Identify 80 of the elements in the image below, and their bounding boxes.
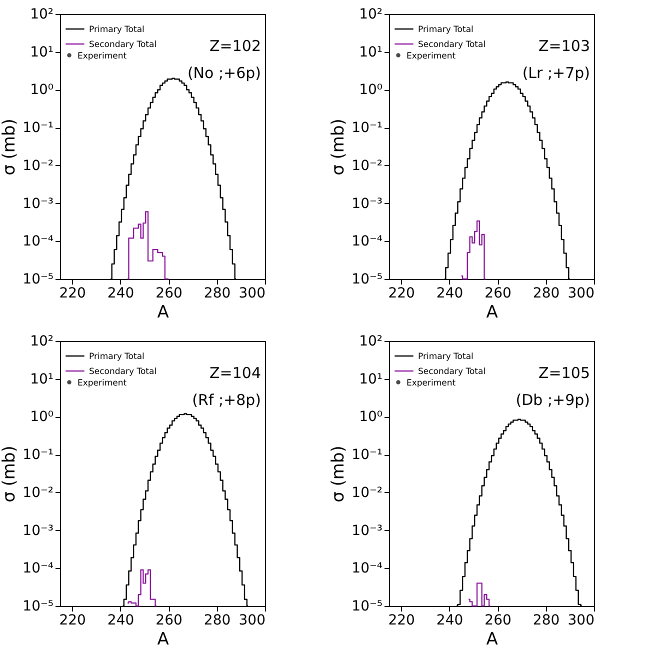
x-tick-label: 260 [156,612,182,628]
y-axis-title: σ (mb) [328,118,349,176]
x-tick-label: 260 [484,612,512,628]
y-tick-label: 10² [359,6,382,22]
y-tick-label: 10⁻¹ [22,120,54,136]
y-tick-label: 10¹ [30,371,54,388]
annotation: (No ;+6p) [187,64,261,82]
y-tick-label: 10⁻³ [352,522,382,539]
x-tick-label: 280 [532,286,560,302]
y-tick-label: 10⁻³ [22,522,54,539]
legend-label: Primary Total [89,25,144,35]
legend-label: Secondary Total [89,367,157,377]
y-tick-label: 10⁻⁵ [352,272,382,288]
annotation: (Lr ;+7p) [522,64,590,82]
y-tick-label: 10⁻⁵ [352,598,382,614]
annotation: Z=105 [538,364,590,382]
x-axis-title: A [157,302,170,322]
annotation: Z=104 [210,364,261,382]
y-tick-label: 10⁻⁴ [22,234,54,250]
x-axis-title: A [486,302,498,322]
y-tick-label: 10⁻² [352,158,382,174]
x-axis-title: A [486,630,498,650]
legend-label: Secondary Total [418,40,486,50]
y-tick-label: 10¹ [30,44,54,60]
y-tick-label: 10⁻² [352,484,382,501]
legend-label: Experiment [406,51,456,62]
x-tick-label: 220 [388,286,415,302]
x-tick-label: 240 [107,612,134,628]
y-tick-label: 10⁻⁴ [352,234,383,250]
x-tick-label: 300 [238,612,266,628]
y-tick-label: 10¹ [359,44,382,60]
y-tick-label: 10⁻⁴ [352,560,383,577]
x-tick-label: 240 [436,612,464,628]
x-tick-label: 240 [436,286,464,302]
y-tick-label: 10² [30,6,54,22]
y-tick-label: 10⁻⁵ [22,272,54,288]
legend-label: Experiment [406,378,456,388]
legend-label: Primary Total [89,352,144,362]
y-tick-label: 10⁻² [22,158,54,174]
y-tick-label: 10⁰ [359,409,383,426]
x-tick-label: 260 [156,286,182,302]
y-tick-label: 10⁻⁵ [22,598,54,614]
x-tick-label: 260 [484,286,512,302]
x-tick-label: 220 [59,612,86,628]
annotation: Z=103 [538,37,590,55]
x-tick-label: 240 [107,286,134,302]
legend-label: Secondary Total [418,367,486,377]
x-tick-label: 220 [59,286,86,302]
x-tick-label: 280 [532,612,560,628]
legend-label: Experiment [78,378,128,388]
y-tick-label: 10⁻³ [22,196,54,212]
annotation: Z=102 [210,37,261,55]
annotation: (Rf ;+8p) [192,391,261,409]
legend-label: Secondary Total [89,40,157,50]
x-tick-label: 300 [568,612,594,628]
legend-label: Experiment [78,51,128,62]
y-axis-title: σ (mb) [0,446,20,502]
y-tick-label: 10⁻⁴ [22,560,54,577]
y-tick-label: 10⁰ [30,82,54,98]
x-axis-title: A [157,630,170,650]
y-tick-label: 10⁻¹ [352,120,382,136]
x-tick-label: 300 [568,286,594,302]
y-axis-title: σ (mb) [0,118,20,176]
y-tick-label: 10⁻¹ [22,447,54,464]
y-tick-label: 10² [30,334,54,350]
y-tick-label: 10⁻¹ [352,447,382,464]
y-tick-label: 10² [359,334,382,350]
x-tick-label: 280 [204,612,231,628]
legend-label: Primary Total [418,25,474,35]
legend-label: Primary Total [418,352,474,362]
x-tick-label: 220 [388,612,415,628]
y-tick-label: 10⁰ [359,82,383,98]
y-tick-label: 10¹ [359,371,382,388]
x-tick-label: 280 [204,286,231,302]
y-axis-title: σ (mb) [328,446,349,502]
annotation: (Db ;+9p) [516,391,590,409]
x-tick-label: 300 [238,286,266,302]
y-tick-label: 10⁻³ [352,196,382,212]
y-tick-label: 10⁻² [22,484,54,501]
y-tick-label: 10⁰ [30,409,54,426]
